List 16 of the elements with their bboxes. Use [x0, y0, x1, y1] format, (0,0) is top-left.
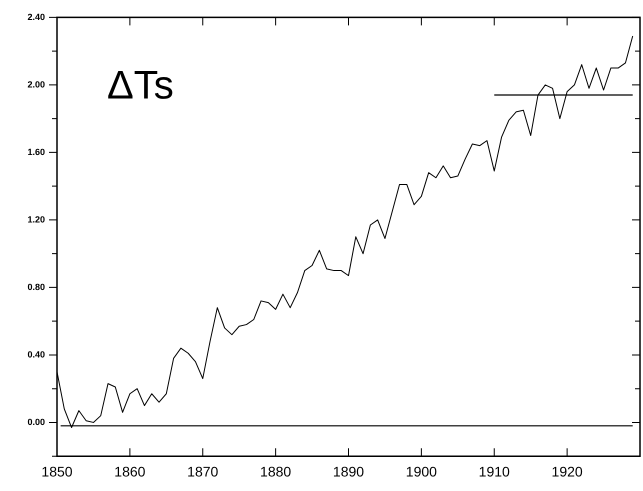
y-tick-label: 2.40 — [27, 12, 45, 22]
x-tick-label: 1880 — [260, 463, 292, 480]
x-tick-label: 1900 — [406, 463, 438, 480]
y-tick-label: 1.60 — [27, 146, 45, 157]
x-tick-label: 1870 — [187, 463, 219, 480]
x-tick-label: 1920 — [552, 463, 583, 480]
x-tick-label: 1850 — [41, 463, 73, 480]
x-tick-label: 1890 — [332, 463, 364, 480]
annotation: ΔTs — [107, 63, 174, 108]
x-tick-label: 1910 — [478, 463, 510, 480]
y-tick-label: 0.00 — [27, 416, 45, 427]
y-tick-label: 2.00 — [27, 79, 45, 90]
y-tick-label: 1.20 — [27, 214, 45, 224]
y-tick-label: 0.40 — [27, 349, 45, 360]
x-tick-label: 1860 — [114, 463, 146, 480]
y-tick-label: 0.80 — [27, 282, 45, 292]
